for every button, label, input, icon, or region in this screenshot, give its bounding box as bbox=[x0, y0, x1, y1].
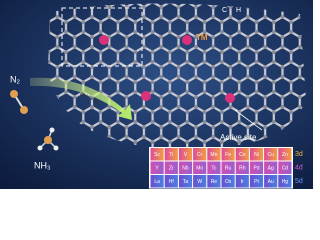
reaction-arrow bbox=[30, 77, 132, 120]
element-symbol: Nb bbox=[182, 166, 189, 172]
element-cell bbox=[278, 161, 292, 174]
element-symbol: Re bbox=[211, 179, 218, 185]
selection-box bbox=[61, 7, 143, 67]
element-cell bbox=[278, 175, 292, 188]
element-cell bbox=[207, 161, 221, 174]
element-symbol: Cr bbox=[197, 152, 203, 158]
element-symbol: W bbox=[197, 179, 202, 185]
element-cell bbox=[235, 161, 249, 174]
element-symbol: Mn bbox=[210, 152, 217, 158]
element-cell bbox=[193, 175, 207, 188]
element-symbol: Pt bbox=[254, 179, 259, 185]
element-cell bbox=[221, 148, 235, 161]
element-symbol: Zn bbox=[282, 152, 288, 158]
element-symbol: Ti bbox=[169, 152, 173, 158]
element-cell bbox=[264, 161, 278, 174]
element-symbol: Tc bbox=[211, 166, 217, 172]
element-symbol: Ta bbox=[183, 179, 189, 185]
element-cell bbox=[164, 148, 178, 161]
hydrogen-label: H bbox=[236, 7, 241, 14]
element-symbol: V bbox=[184, 152, 188, 158]
element-cell bbox=[150, 175, 164, 188]
element-symbol: Mo bbox=[196, 166, 203, 172]
element-cell bbox=[178, 148, 193, 161]
element-cell bbox=[164, 175, 178, 188]
active-site-label: Active site bbox=[220, 133, 257, 142]
element-cell bbox=[249, 161, 264, 174]
product-label: NH₃ bbox=[34, 160, 51, 170]
element-symbol: Hg bbox=[282, 179, 289, 185]
element-cell bbox=[221, 175, 235, 188]
element-symbol: Fe bbox=[225, 152, 231, 158]
element-symbol: Os bbox=[225, 179, 232, 185]
element-cell bbox=[221, 161, 235, 174]
n2-molecule bbox=[10, 90, 28, 114]
element-symbol: Au bbox=[268, 179, 274, 185]
metal-label: TM bbox=[196, 33, 208, 42]
element-symbol: Pd bbox=[253, 166, 259, 172]
reactant-label: N₂ bbox=[10, 74, 20, 84]
element-symbol: Sc bbox=[154, 152, 160, 158]
lattice bbox=[48, 3, 306, 150]
element-cell bbox=[193, 148, 207, 161]
element-symbol: Y bbox=[155, 166, 159, 172]
metal-atoms bbox=[99, 35, 235, 103]
element-cell bbox=[264, 175, 278, 188]
row-label: 3d bbox=[295, 151, 303, 158]
row-label: 4d bbox=[295, 165, 303, 172]
element-symbol: La bbox=[154, 179, 160, 185]
element-symbol: Rh bbox=[239, 166, 246, 172]
element-symbol: Ir bbox=[241, 179, 244, 185]
element-symbol: Ru bbox=[225, 166, 232, 172]
element-cell bbox=[264, 148, 278, 161]
element-symbol: Ag bbox=[268, 166, 274, 172]
element-cell bbox=[150, 161, 164, 174]
element-cell bbox=[193, 161, 207, 174]
graphic: TM C H 6H⁺+6e⁻ N₂ NH₃ Active site Sc Ti V C… bbox=[0, 0, 313, 189]
element-table: Sc Ti V Cr Mn Fe Co Ni Cu Zn 3d Y Zr Nb Mo Tc Ru Rh Pd Ag Cd… bbox=[149, 147, 303, 189]
element-cell bbox=[235, 148, 249, 161]
element-cell bbox=[278, 148, 292, 161]
row-label: 5d bbox=[295, 178, 303, 185]
element-symbol: Hf bbox=[169, 179, 175, 185]
element-symbol: Cu bbox=[267, 152, 274, 158]
page: TM C H 6H⁺+6e⁻ N₂ NH₃ Active site Sc Ti V C… bbox=[0, 0, 313, 189]
element-cell bbox=[207, 148, 221, 161]
element-cell bbox=[178, 161, 193, 174]
element-symbol: Zr bbox=[169, 166, 174, 172]
element-cell bbox=[150, 148, 164, 161]
element-symbol: Co bbox=[239, 152, 246, 158]
element-cell bbox=[164, 161, 178, 174]
pointer bbox=[234, 109, 263, 131]
element-cell bbox=[249, 148, 264, 161]
element-cell bbox=[207, 175, 221, 188]
carbon-label: C bbox=[222, 7, 227, 14]
element-symbol: Ni bbox=[254, 152, 259, 158]
nh3-molecule bbox=[37, 127, 59, 151]
element-cell bbox=[249, 175, 264, 188]
element-cell bbox=[178, 175, 193, 188]
element-symbol: Cd bbox=[282, 166, 289, 172]
element-cell bbox=[235, 175, 249, 188]
